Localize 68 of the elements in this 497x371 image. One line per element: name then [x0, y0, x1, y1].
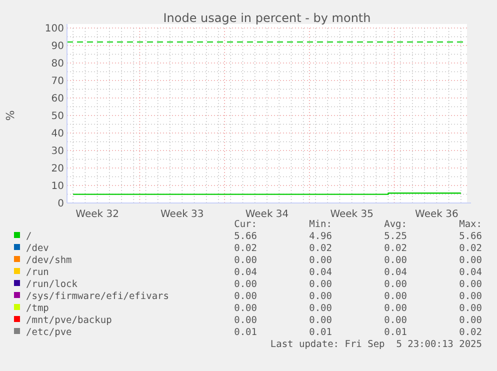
- y-tick-label: 50: [51, 111, 64, 122]
- y-tick-label: 100: [44, 24, 64, 34]
- text: 0.00: [234, 303, 258, 314]
- y-tick-label: 90: [51, 41, 64, 52]
- legend-label: /: [26, 231, 32, 242]
- text: 0.00: [384, 255, 408, 266]
- text: 0.00: [384, 279, 408, 290]
- y-tick-label: 0: [58, 198, 64, 210]
- legend-label: /tmp: [26, 303, 50, 314]
- text: 0.00: [309, 303, 332, 314]
- text: 0.01: [234, 327, 258, 338]
- text: 0.04: [309, 267, 332, 278]
- y-axis-title: %: [4, 110, 17, 121]
- text: 0.04: [459, 267, 482, 278]
- y-tick-label: 60: [51, 94, 64, 104]
- legend-label: /sys/firmware/efi/efivars: [26, 291, 169, 302]
- text: Avg:: [384, 219, 407, 230]
- legend-label: /etc/pve: [26, 327, 72, 338]
- text: Cur:: [234, 219, 257, 230]
- text: 0.02: [459, 327, 482, 338]
- legend-label: /dev/shm: [26, 255, 72, 266]
- x-tick-label: Week 32: [76, 209, 119, 220]
- text: 0.04: [384, 267, 408, 278]
- text: 5.66: [234, 231, 258, 242]
- text: 0.00: [384, 315, 408, 326]
- text: 0.00: [309, 279, 332, 290]
- text: 0.00: [384, 303, 408, 314]
- text: 0.00: [459, 255, 482, 266]
- text: 0.00: [459, 291, 482, 302]
- x-tick-label: Week 35: [330, 209, 374, 220]
- text: 0.01: [384, 327, 408, 338]
- text: 0.00: [234, 315, 258, 326]
- y-tick-label: 20: [51, 164, 64, 174]
- text: Max:: [459, 219, 482, 230]
- text: 0.00: [309, 291, 332, 302]
- text: 0.00: [384, 291, 408, 302]
- text: 0.00: [234, 279, 258, 290]
- text: 0.04: [234, 267, 258, 278]
- text: 0.00: [234, 255, 258, 266]
- y-tick-label: 30: [51, 146, 64, 157]
- text: 0.00: [459, 303, 482, 314]
- text: 4.96: [309, 231, 332, 242]
- legend-label: /dev: [26, 243, 50, 254]
- legend-label: /run: [26, 267, 49, 278]
- chart-title: Inode usage in percent - by month: [163, 11, 371, 25]
- text: 0.00: [309, 255, 332, 266]
- x-tick-label: Week 36: [415, 209, 458, 220]
- text: 0.00: [234, 291, 258, 302]
- y-tick-label: 40: [51, 128, 64, 140]
- text: 0.00: [309, 315, 332, 326]
- x-tick-label: Week 34: [245, 209, 289, 220]
- x-tick-label: Week 33: [160, 209, 204, 220]
- text: 5.66: [459, 231, 482, 242]
- text: Min:: [309, 219, 332, 230]
- text: 0.02: [384, 243, 407, 254]
- legend-label: /run/lock: [26, 279, 78, 290]
- y-tick-label: 70: [51, 76, 64, 87]
- text: 0.02: [309, 243, 332, 254]
- text: 0.00: [459, 279, 482, 290]
- text: 0.02: [234, 243, 257, 254]
- y-tick-label: 10: [51, 181, 64, 192]
- legend-label: /mnt/pve/backup: [26, 315, 112, 326]
- text: 5.25: [384, 231, 407, 242]
- text: 0.00: [459, 315, 482, 326]
- text: 0.02: [459, 243, 482, 254]
- text: Last update: Fri Sep 5 23:00:13 2025: [270, 339, 482, 350]
- y-tick-label: 80: [51, 58, 64, 70]
- text: 0.01: [309, 327, 332, 338]
